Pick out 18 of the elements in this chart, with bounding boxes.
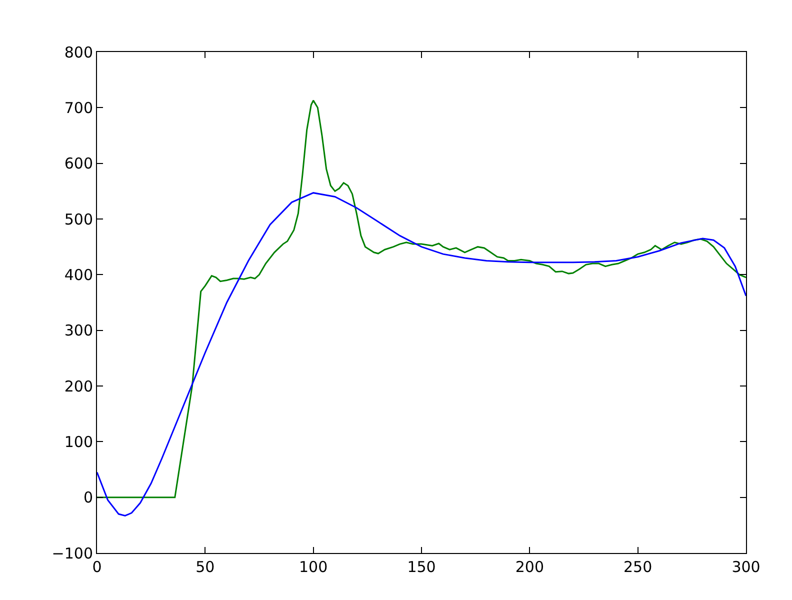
x-tick-label: 250: [624, 558, 652, 576]
y-tick-label: 0: [83, 488, 93, 507]
x-tick-label: 300: [732, 558, 760, 576]
line-series: [97, 100, 746, 498]
y-tick-label: 700: [64, 98, 93, 117]
y-tick-label: 200: [64, 377, 93, 396]
y-tick-label: 800: [64, 43, 93, 62]
y-tick-label: −100: [52, 544, 93, 562]
line-series: [97, 192, 746, 516]
x-tick-label: 50: [196, 558, 215, 576]
y-tick-label: 500: [64, 210, 93, 228]
y-tick-label: 100: [64, 432, 93, 451]
x-tick-label: 200: [515, 558, 544, 576]
x-tick-label: 150: [407, 558, 436, 576]
x-tick-label: 100: [299, 558, 328, 576]
y-tick-label: 300: [64, 322, 93, 340]
y-tick-label: 600: [64, 154, 93, 173]
y-tick-label: 400: [64, 266, 93, 284]
